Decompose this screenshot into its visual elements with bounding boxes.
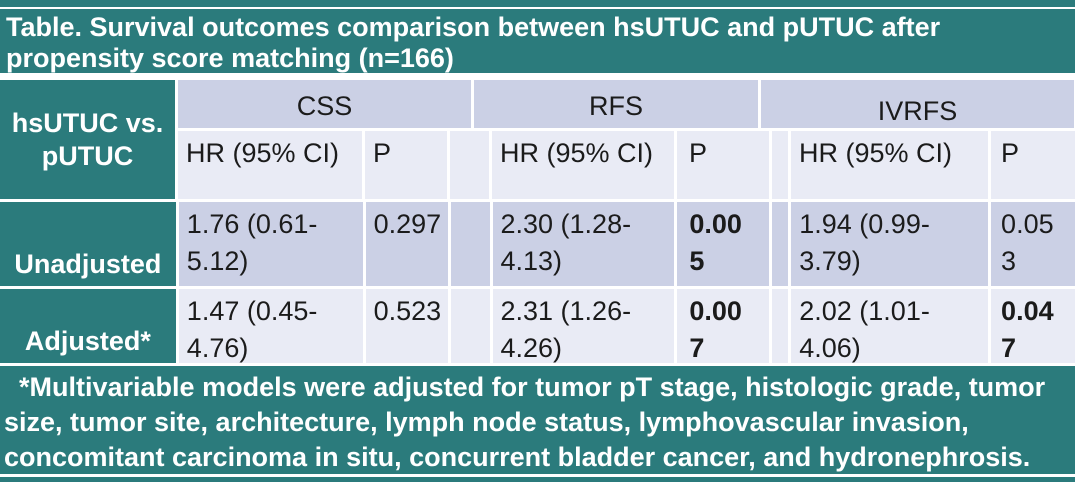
subheader-rfs-hr: HR (95% CI) <box>492 131 674 199</box>
cell-adjusted-rfs-p: 0.007 <box>677 289 770 363</box>
subheader-rfs-p: P <box>677 131 769 199</box>
cell-unadjusted-css-p: 0.297 <box>365 202 448 286</box>
subheader-ivrfs-hr: HR (95% CI) <box>791 131 988 199</box>
header-row-label: hsUTUC vs. pUTUC <box>0 80 175 199</box>
table-row-adjusted: Adjusted* 1.47 (0.45-4.76) 0.523 2.31 (1… <box>0 289 1075 363</box>
spacer-cell <box>772 289 789 363</box>
cell-unadjusted-rfs-p: 0.005 <box>677 202 770 286</box>
table-header: hsUTUC vs. pUTUC CSS RFS IVRFS HR (95% C… <box>0 80 1075 199</box>
row-label-unadjusted: Unadjusted <box>0 202 176 286</box>
spacer-cell <box>450 131 489 199</box>
group-header-ivrfs: IVRFS <box>761 80 1074 128</box>
cell-adjusted-ivrfs-p: 0.047 <box>991 289 1075 363</box>
table-row-unadjusted: Unadjusted 1.76 (0.61-5.12) 0.297 2.30 (… <box>0 202 1075 286</box>
cell-adjusted-css-p: 0.523 <box>365 289 448 363</box>
spacer-cell <box>772 202 789 286</box>
row-label-adjusted: Adjusted* <box>0 289 176 363</box>
cell-adjusted-ivrfs-hr: 2.02 (1.01-4.06) <box>791 289 989 363</box>
spacer-cell <box>772 131 788 199</box>
cell-unadjusted-css-hr: 1.76 (0.61-5.12) <box>178 202 363 286</box>
group-header-rfs: RFS <box>474 80 758 128</box>
header-columns: CSS RFS IVRFS HR (95% CI) P HR (95% CI) … <box>178 80 1075 199</box>
table-title: Table. Survival outcomes comparison betw… <box>0 9 1075 73</box>
bottom-border-bar <box>0 477 1075 482</box>
cell-unadjusted-ivrfs-hr: 1.94 (0.99-3.79) <box>791 202 989 286</box>
spacer-cell <box>450 289 490 363</box>
spacer-cell <box>450 202 490 286</box>
subheader-ivrfs-p: P <box>991 131 1075 199</box>
sub-header-row: HR (95% CI) P HR (95% CI) P HR (95% CI) … <box>178 131 1075 199</box>
table-footnote: *Multivariable models were adjusted for … <box>0 366 1075 474</box>
cell-unadjusted-rfs-hr: 2.30 (1.28-4.13) <box>492 202 675 286</box>
cell-adjusted-rfs-hr: 2.31 (1.26-4.26) <box>492 289 675 363</box>
group-header-css: CSS <box>178 80 471 128</box>
group-header-row: CSS RFS IVRFS <box>178 80 1075 128</box>
cell-unadjusted-ivrfs-p: 0.053 <box>991 202 1075 286</box>
cell-adjusted-css-hr: 1.47 (0.45-4.76) <box>178 289 363 363</box>
subheader-css-p: P <box>365 131 447 199</box>
top-border-bar <box>0 0 1075 7</box>
subheader-css-hr: HR (95% CI) <box>178 131 362 199</box>
